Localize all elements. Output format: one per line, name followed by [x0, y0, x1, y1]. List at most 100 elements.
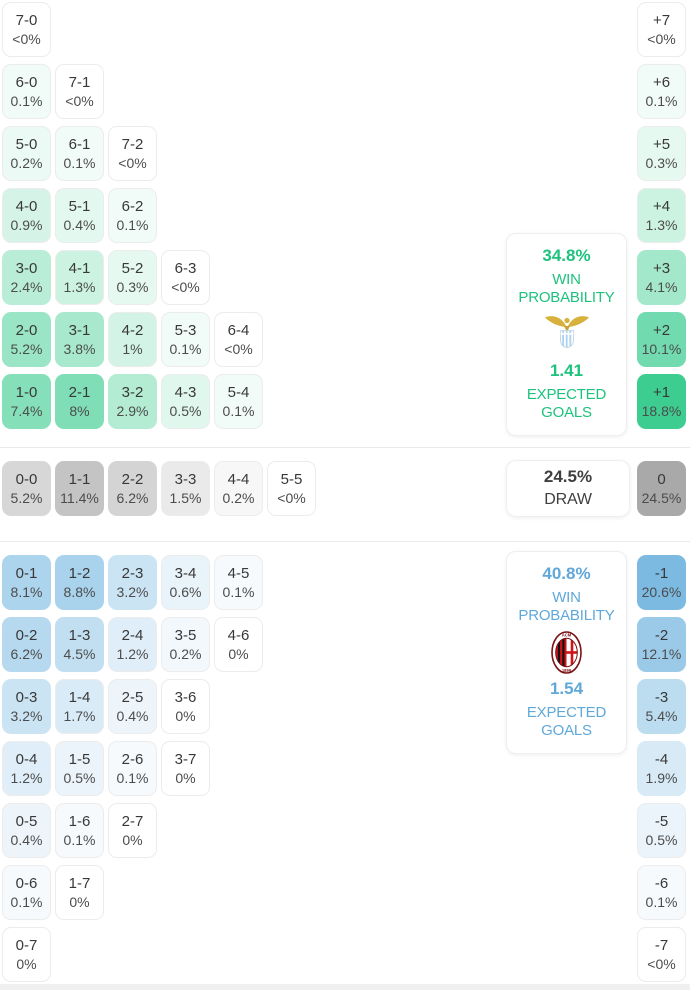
score-grid-row: 0-4 1.2% 1-5 0.5% 2-6 0.1% 3-7 0%	[2, 741, 263, 796]
probability-label: 4.1%	[645, 279, 678, 295]
probability-label: 1%	[122, 341, 143, 357]
score-cell: 3-3 1.5%	[161, 461, 210, 516]
score-label: 7-0	[15, 12, 38, 29]
probability-label: 0.4%	[116, 708, 149, 724]
score-grid-row: 0-5 0.4% 1-6 0.1% 2-7 0%	[2, 803, 263, 858]
score-label: 3-0	[15, 260, 38, 277]
score-label: 3-5	[174, 627, 197, 644]
score-label: +4	[652, 198, 671, 215]
probability-label: 0.1%	[63, 155, 96, 171]
score-cell: 3-2 2.9%	[108, 374, 157, 429]
score-grid-row: 0-1 8.1% 1-2 8.8% 2-3 3.2% 3-4 0.6% 4-5 0.1%	[2, 555, 263, 610]
score-label: +2	[652, 322, 671, 339]
score-label: 1-1	[68, 471, 91, 488]
goal-diff-cell: +2 10.1%	[637, 312, 686, 367]
score-label: 0-3	[15, 689, 38, 706]
probability-label: 8.1%	[10, 584, 43, 600]
probability-label: 0%	[175, 708, 196, 724]
probability-label: 1.2%	[116, 646, 149, 662]
probability-label: 0.5%	[169, 403, 202, 419]
probability-label: 1.3%	[645, 217, 678, 233]
away-win-probability-value: 40.8%	[542, 564, 591, 584]
score-cell: 5-5 <0%	[267, 461, 316, 516]
score-cell: 0-5 0.4%	[2, 803, 51, 858]
score-grid-row: 0-6 0.1% 1-7 0%	[2, 865, 263, 920]
home-win-probability-label: WIN PROBABILITY	[518, 271, 615, 307]
score-cell: 7-1 <0%	[55, 64, 104, 119]
score-cell: 0-4 1.2%	[2, 741, 51, 796]
goal-diff-cell: +7 <0%	[637, 2, 686, 57]
probability-label: 0.1%	[169, 341, 202, 357]
probability-label: 0.1%	[10, 93, 43, 109]
probability-label: 1.3%	[63, 279, 96, 295]
score-cell: 2-0 5.2%	[2, 312, 51, 367]
goal-diff-cell: -2 12.1%	[637, 617, 686, 672]
score-label: 3-1	[68, 322, 91, 339]
score-label: 5-3	[174, 322, 197, 339]
score-label: -7	[654, 937, 669, 954]
draw-score-row: 0-0 5.2% 1-1 11.4% 2-2 6.2% 3-3 1.5% 4-4 0.2% 5-5 <…	[2, 461, 316, 516]
away-expected-goals-value: 1.54	[549, 678, 584, 698]
score-cell: 5-1 0.4%	[55, 188, 104, 243]
probability-label: 6.2%	[116, 490, 149, 506]
score-cell: 2-7 0%	[108, 803, 157, 858]
score-cell: 3-1 3.8%	[55, 312, 104, 367]
home-score-grid: 7-0 <0% 6-0 0.1% 7-1 <0% 5-0 0.2% 6-1 0.1% 7-2 <0% 4…	[2, 2, 263, 429]
home-expected-goals-label: EXPECTED GOALS	[526, 385, 607, 421]
probability-label: 5.2%	[10, 341, 43, 357]
score-grid-row: 0-2 6.2% 1-3 4.5% 2-4 1.2% 3-5 0.2% 4-6 0%	[2, 617, 263, 672]
score-label: -4	[654, 751, 669, 768]
score-cell: 3-7 0%	[161, 741, 210, 796]
draw-goal-diff-column: 0 24.5%	[637, 461, 686, 516]
score-label: 4-1	[68, 260, 91, 277]
probability-label: 24.5%	[641, 490, 682, 506]
score-label: 0-6	[15, 875, 38, 892]
probability-label: 5.4%	[645, 708, 678, 724]
goal-diff-cell: +1 18.8%	[637, 374, 686, 429]
score-label: 0-4	[15, 751, 38, 768]
goal-diff-cell: -7 <0%	[637, 927, 686, 982]
probability-label: 0%	[122, 832, 143, 848]
probability-label: 3.2%	[116, 584, 149, 600]
probability-label: 0%	[175, 770, 196, 786]
score-label: +3	[652, 260, 671, 277]
draw-label: DRAW	[544, 490, 592, 508]
score-grid-row: 5-0 0.2% 6-1 0.1% 7-2 <0%	[2, 126, 263, 181]
score-label: -1	[654, 565, 669, 582]
score-cell: 6-2 0.1%	[108, 188, 157, 243]
score-label: -5	[654, 813, 669, 830]
score-label: 5-2	[121, 260, 144, 277]
score-cell: 1-1 11.4%	[55, 461, 104, 516]
probability-label: <0%	[118, 155, 147, 171]
score-label: 4-6	[227, 627, 250, 644]
probability-label: 0.1%	[645, 894, 678, 910]
probability-label: 10.1%	[641, 341, 682, 357]
home-goal-diff-column: +7 <0% +6 0.1% +5 0.3% +4 1.3% +3 4.1% +2 10.1% +1 18…	[637, 2, 686, 429]
score-label: 7-1	[68, 74, 91, 91]
score-label: 1-3	[68, 627, 91, 644]
score-label: 3-2	[121, 384, 144, 401]
draw-probability-value: 24.5%	[543, 467, 593, 487]
probability-label: 3.8%	[63, 341, 96, 357]
score-grid-row: 1-0 7.4% 2-1 8% 3-2 2.9% 4-3 0.5% 5-4 0.1%	[2, 374, 263, 429]
probability-label: 0.3%	[645, 155, 678, 171]
score-label: 2-5	[121, 689, 144, 706]
score-grid-row: 3-0 2.4% 4-1 1.3% 5-2 0.3% 6-3 <0%	[2, 250, 263, 305]
score-label: 4-4	[227, 471, 250, 488]
score-label: 1-5	[68, 751, 91, 768]
score-cell: 1-0 7.4%	[2, 374, 51, 429]
score-cell: 5-4 0.1%	[214, 374, 263, 429]
goal-diff-cell: -3 5.4%	[637, 679, 686, 734]
probability-label: 0.1%	[116, 217, 149, 233]
score-cell: 1-4 1.7%	[55, 679, 104, 734]
score-cell: 4-1 1.3%	[55, 250, 104, 305]
score-cell: 4-6 0%	[214, 617, 263, 672]
goal-diff-cell: -5 0.5%	[637, 803, 686, 858]
score-label: -6	[654, 875, 669, 892]
away-win-probability-label: WIN PROBABILITY	[518, 589, 615, 625]
score-cell: 3-6 0%	[161, 679, 210, 734]
score-cell: 2-2 6.2%	[108, 461, 157, 516]
score-cell: 7-0 <0%	[2, 2, 51, 57]
svg-text:ACM: ACM	[562, 633, 572, 638]
